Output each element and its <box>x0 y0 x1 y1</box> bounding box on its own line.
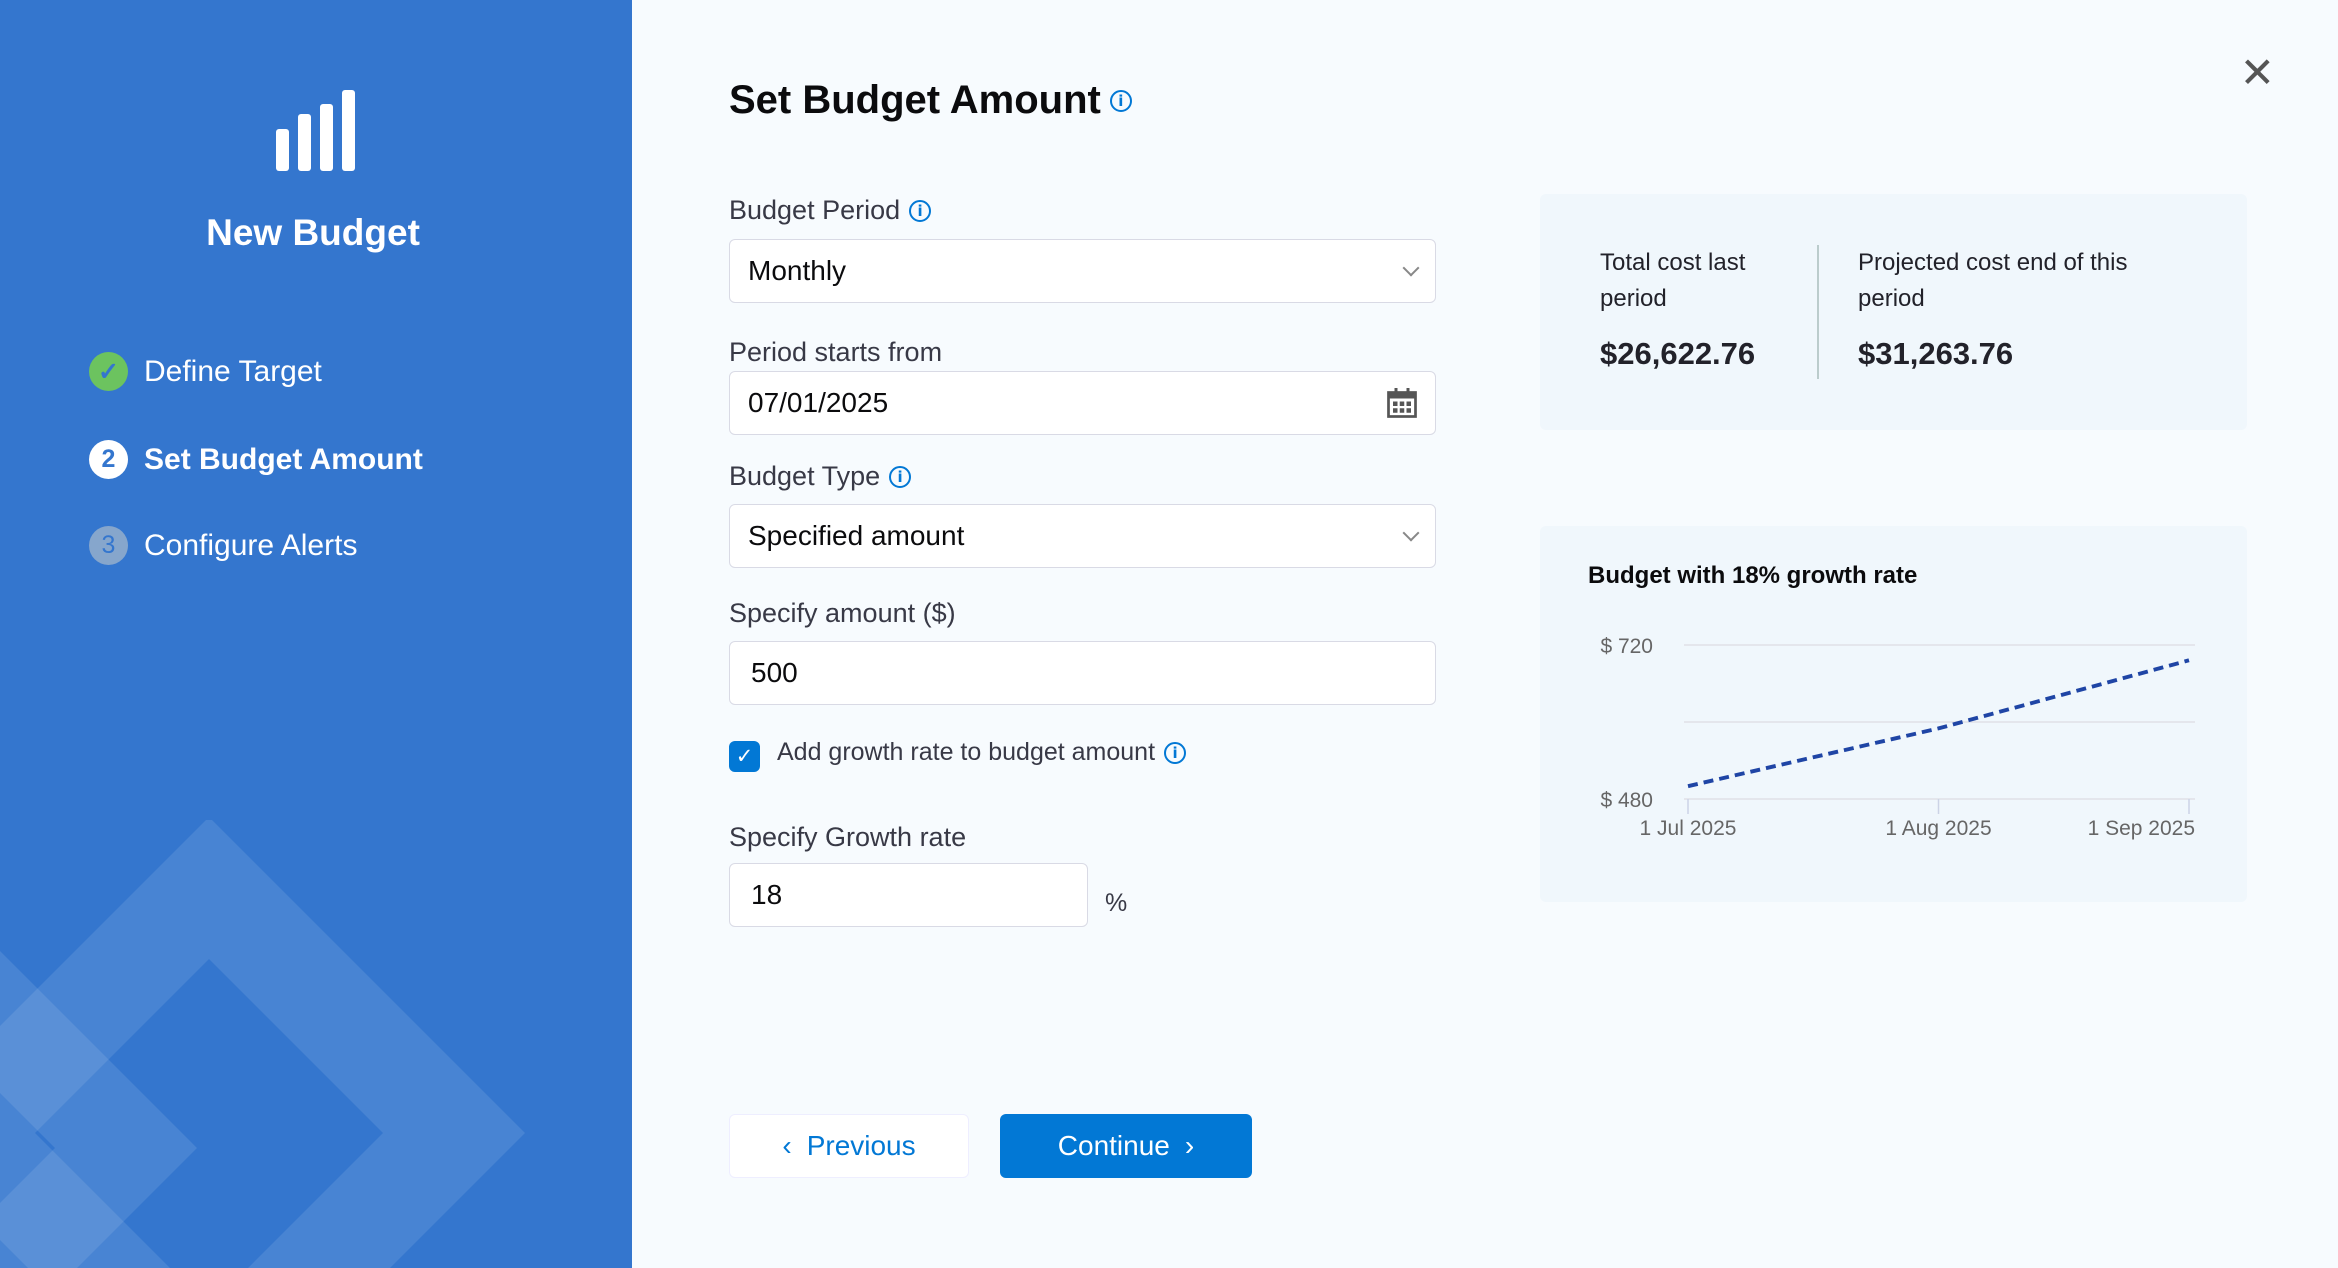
budget-series-line <box>1687 658 2190 789</box>
last-period-value: $26,622.76 <box>1600 336 1756 371</box>
continue-button[interactable]: Continue › <box>1000 1114 1252 1178</box>
date-value: 07/01/2025 <box>748 387 889 418</box>
label-text: Budget Period <box>729 195 901 225</box>
info-icon[interactable]: i <box>1109 89 1132 112</box>
step-label: Define Target <box>144 354 322 388</box>
budget-type-select[interactable]: Specified amount <box>729 504 1436 568</box>
step-define-target[interactable]: ✓ Define Target <box>89 352 322 391</box>
info-icon[interactable]: i <box>909 199 932 222</box>
period-start-date-input[interactable]: 07/01/2025 <box>729 371 1436 435</box>
step-label: Configure Alerts <box>144 528 358 562</box>
chart-title: Budget with 18% growth rate <box>1588 562 1918 589</box>
wizard-title: New Budget <box>206 212 420 253</box>
button-label: Previous <box>806 1130 916 1161</box>
growth-rate-input[interactable]: 18 <box>729 863 1088 927</box>
period-start-label: Period starts from <box>729 337 943 367</box>
x-tick-label: 1 Jul 2025 <box>1640 817 1737 840</box>
select-value: Specified amount <box>748 520 965 551</box>
chevron-left-icon: ‹ <box>782 1130 792 1161</box>
button-label: Continue <box>1057 1130 1170 1161</box>
step-configure-alerts[interactable]: 3 Configure Alerts <box>89 526 357 565</box>
cost-summary-card: Total cost last period $26,622.76 Projec… <box>1540 194 2247 430</box>
growth-rate-checkbox[interactable]: ✓ <box>729 741 760 772</box>
title-text: Set Budget Amount <box>729 78 1101 122</box>
chevron-down-icon <box>1402 524 1420 541</box>
info-icon[interactable]: i <box>889 465 912 488</box>
percent-unit: % <box>1105 889 1128 917</box>
x-tick-label: 1 Sep 2025 <box>2088 817 2195 840</box>
chevron-right-icon: › <box>1184 1130 1195 1161</box>
info-icon[interactable]: i <box>1164 741 1187 764</box>
budget-period-label: Budget Period i <box>729 195 932 226</box>
close-icon[interactable]: ✕ <box>2239 49 2275 96</box>
bar-chart-icon <box>276 90 355 171</box>
previous-button[interactable]: ‹ Previous <box>729 1114 969 1178</box>
calendar-icon[interactable] <box>1387 388 1417 418</box>
step-label: Set Budget Amount <box>144 442 423 476</box>
label-text: Budget Type <box>729 461 881 491</box>
x-tick-label: 1 Aug 2025 <box>1885 817 1991 840</box>
amount-input[interactable]: 500 <box>729 641 1436 705</box>
growth-rate-label: Specify Growth rate <box>729 822 967 852</box>
budget-line-chart: $ 720 $ 480 1 Jul 2025 1 Aug 2025 1 Sep 2025 <box>1600 635 2195 840</box>
step-set-budget-amount[interactable]: 2 Set Budget Amount <box>89 440 423 479</box>
amount-label: Specify amount ($) <box>729 598 956 628</box>
chevron-down-icon <box>1402 259 1420 276</box>
label-text: Add growth rate to budget amount <box>777 738 1156 766</box>
budget-period-select[interactable]: Monthly <box>729 239 1436 303</box>
projected-value: $31,263.76 <box>1858 336 2014 371</box>
step-number: 2 <box>89 440 128 479</box>
divider <box>1817 245 1819 379</box>
last-period-label: Total cost last period <box>1600 249 1746 312</box>
projected-label: Projected cost end of this period <box>1858 249 2128 312</box>
step-number: 3 <box>89 526 128 565</box>
check-icon: ✓ <box>89 352 128 391</box>
budget-chart-card: Budget with 18% growth rate $ 720 $ 480 1 … <box>1540 526 2247 902</box>
growth-checkbox-label: Add growth rate to budget amount i <box>777 738 1187 767</box>
page-title: Set Budget Amount i <box>729 78 1132 123</box>
budget-type-label: Budget Type i <box>729 461 912 492</box>
select-value: Monthly <box>748 255 847 286</box>
y-tick-label: $ 480 <box>1600 789 1653 812</box>
y-tick-label: $ 720 <box>1600 635 1653 658</box>
wizard-sidebar: New Budget ✓ Define Target 2 Set Budget … <box>0 0 632 1268</box>
